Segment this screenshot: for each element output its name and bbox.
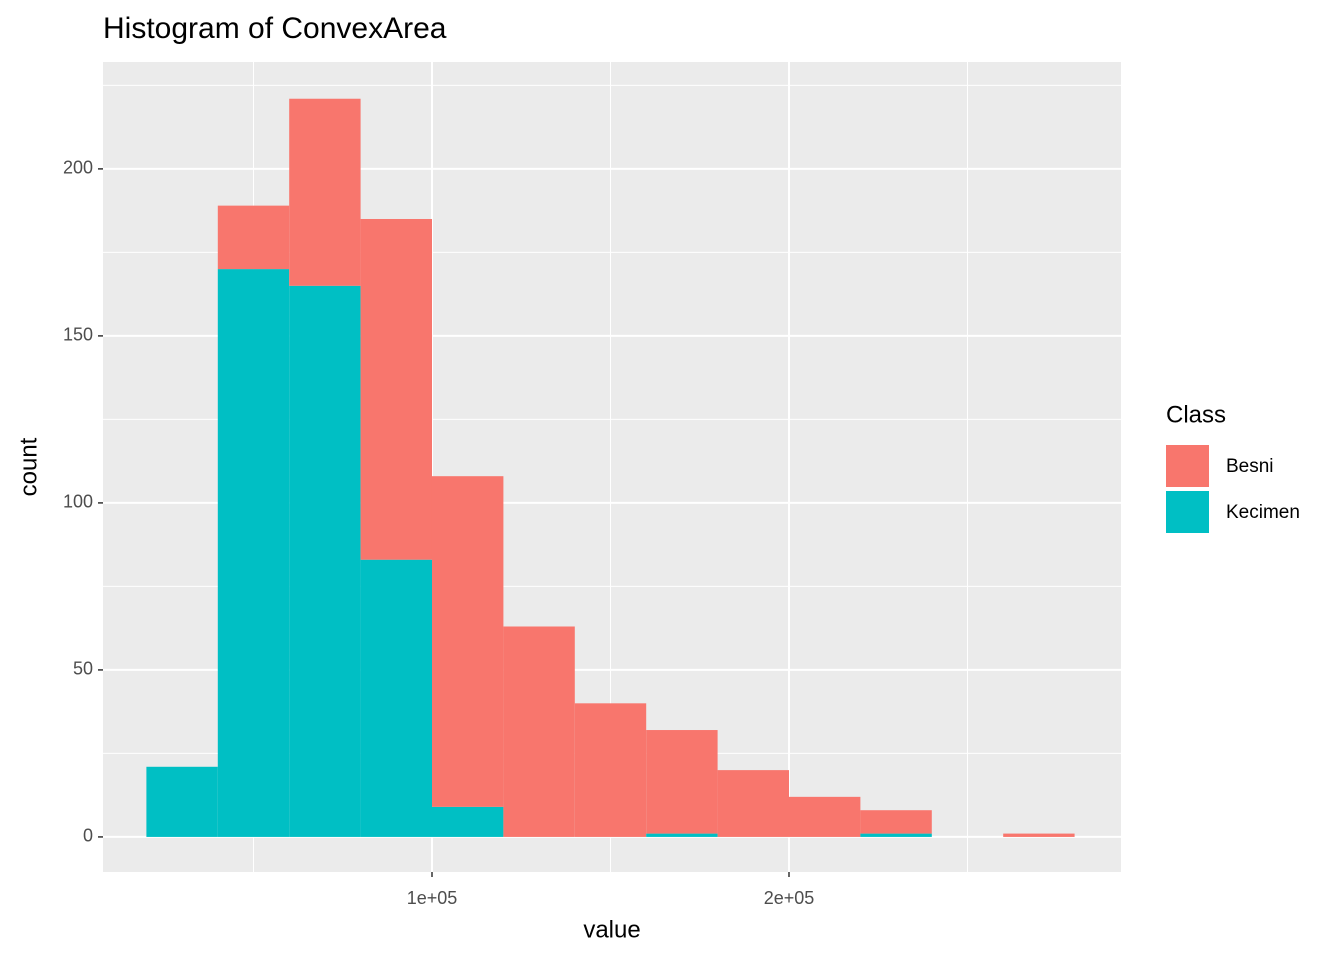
y-tick-label: 100: [63, 492, 93, 512]
bar: [146, 766, 218, 837]
legend-key: [1166, 491, 1209, 533]
bar: [1003, 833, 1075, 837]
bar: [860, 833, 932, 837]
bar: [503, 626, 575, 837]
legend-key: [1166, 445, 1209, 487]
bar: [217, 205, 290, 270]
legend-label: Kecimen: [1226, 502, 1300, 523]
legend-label: Besni: [1226, 456, 1274, 477]
y-tick-label: 50: [73, 659, 93, 679]
bar: [574, 703, 647, 837]
chart-title: Histogram of ConvexArea: [103, 12, 447, 45]
bar: [788, 796, 861, 837]
y-tick-label: 150: [63, 325, 93, 345]
x-tick-label: 2e+05: [764, 888, 815, 908]
bar: [646, 730, 718, 834]
bar: [217, 269, 290, 837]
bar: [289, 98, 361, 286]
bar: [431, 476, 504, 807]
bar: [431, 806, 504, 837]
bar: [289, 285, 361, 837]
y-tick-label: 200: [63, 158, 93, 178]
bar: [360, 559, 432, 837]
bar: [360, 218, 432, 560]
y-tick-label: 0: [83, 826, 93, 846]
y-axis-label: count: [15, 437, 42, 496]
x-axis-label: value: [583, 916, 640, 943]
bar: [860, 810, 932, 834]
legend-title: Class: [1166, 401, 1226, 428]
bar: [646, 833, 718, 837]
x-tick-label: 1e+05: [407, 888, 458, 908]
bar: [717, 770, 789, 837]
